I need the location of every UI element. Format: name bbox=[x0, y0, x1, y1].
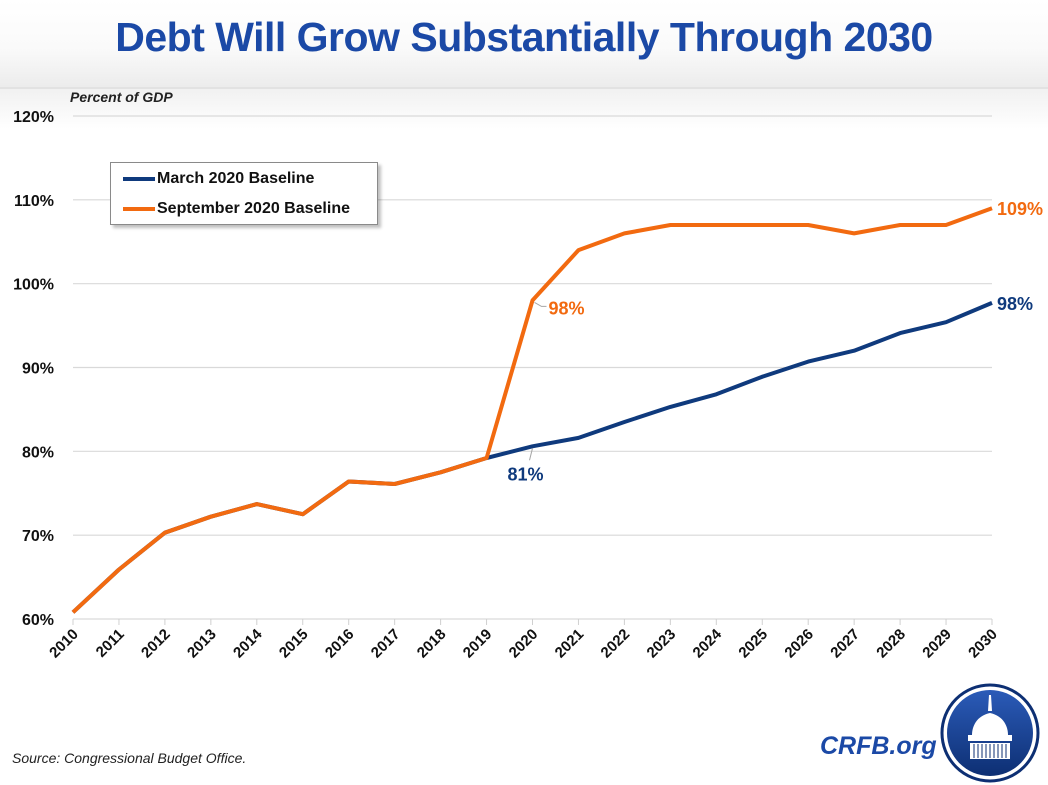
chart-title: Debt Will Grow Substantially Through 203… bbox=[115, 14, 933, 60]
legend-swatch-september bbox=[123, 207, 155, 211]
legend-item-september: September 2020 Baseline bbox=[123, 198, 350, 220]
x-tick-label: 2015 bbox=[276, 626, 312, 662]
data-label-september-2020: 98% bbox=[549, 298, 585, 318]
x-tick-label: 2013 bbox=[184, 626, 220, 662]
y-tick-label: 110% bbox=[14, 193, 54, 210]
y-tick-label: 90% bbox=[22, 361, 54, 378]
x-tick-label: 2026 bbox=[781, 626, 817, 662]
x-tick-label: 2012 bbox=[138, 626, 174, 662]
x-tick-label: 2022 bbox=[598, 626, 634, 662]
series-line-march bbox=[71, 301, 993, 614]
x-tick-label: 2017 bbox=[368, 626, 404, 662]
x-tick-label: 2024 bbox=[690, 625, 726, 661]
y-tick-label: 120% bbox=[13, 109, 54, 126]
x-tick-label: 2020 bbox=[506, 626, 542, 662]
x-tick-label: 2011 bbox=[93, 626, 128, 661]
legend-item-march: March 2020 Baseline bbox=[123, 168, 314, 190]
legend: March 2020 Baseline September 2020 Basel… bbox=[110, 162, 378, 225]
x-tick-label: 2021 bbox=[552, 626, 588, 662]
x-tick-label: 2018 bbox=[414, 626, 450, 662]
x-tick-label: 2030 bbox=[965, 626, 1001, 662]
series-line-september bbox=[71, 206, 993, 614]
y-tick-label: 70% bbox=[22, 528, 54, 545]
y-axis-label: Percent of GDP bbox=[70, 89, 173, 105]
data-label-march-2030: 98% bbox=[997, 294, 1033, 314]
data-label-march-2020: 81% bbox=[507, 464, 543, 484]
leader-line bbox=[529, 448, 533, 461]
x-tick-label: 2016 bbox=[322, 626, 358, 662]
y-tick-label: 80% bbox=[22, 444, 54, 461]
x-tick-label: 2019 bbox=[460, 626, 496, 662]
x-tick-label: 2025 bbox=[735, 626, 771, 662]
leader-line bbox=[534, 301, 547, 307]
y-tick-label: 100% bbox=[13, 277, 54, 294]
legend-swatch-march bbox=[123, 177, 155, 181]
brand-link[interactable]: CRFB.org bbox=[820, 732, 937, 760]
data-label-september-2030: 109% bbox=[997, 199, 1043, 219]
x-tick-label: 2029 bbox=[919, 626, 955, 662]
legend-label-september: September 2020 Baseline bbox=[157, 200, 350, 217]
x-tick-label: 2014 bbox=[230, 625, 266, 661]
x-tick-label: 2010 bbox=[46, 626, 82, 662]
x-tick-label: 2028 bbox=[873, 626, 909, 662]
title-bar: Debt Will Grow Substantially Through 203… bbox=[0, 0, 1048, 89]
x-tick-label: 2023 bbox=[644, 626, 680, 662]
y-tick-label: 60% bbox=[22, 612, 54, 629]
capitol-dome-icon bbox=[940, 683, 1040, 783]
header-shadow bbox=[0, 89, 1048, 129]
x-tick-label: 2027 bbox=[827, 626, 863, 662]
source-note: Source: Congressional Budget Office. bbox=[12, 750, 247, 766]
legend-label-march: March 2020 Baseline bbox=[157, 170, 315, 187]
